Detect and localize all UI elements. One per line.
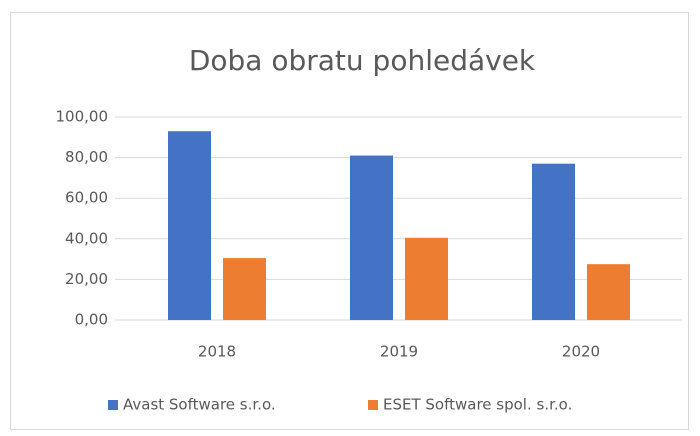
chart-frame	[10, 12, 689, 430]
bar	[532, 163, 575, 320]
y-tick-label: 80,00	[65, 148, 108, 166]
chart-title: Doba obratu pohledávek	[189, 44, 536, 77]
bar	[405, 237, 448, 320]
bar	[223, 258, 266, 320]
x-tick-label: 2018	[198, 343, 236, 361]
bar	[168, 131, 211, 320]
bar	[350, 155, 393, 320]
y-tick-label: 0,00	[75, 311, 108, 329]
y-tick-label: 60,00	[65, 189, 108, 207]
y-tick-label: 100,00	[56, 108, 109, 126]
legend-swatch	[108, 400, 118, 410]
legend-label: Avast Software s.r.o.	[123, 396, 276, 414]
legend-swatch	[368, 400, 378, 410]
y-tick-label: 40,00	[65, 229, 108, 247]
bar	[587, 264, 630, 320]
x-tick-label: 2020	[562, 343, 600, 361]
x-tick-label: 2019	[380, 343, 418, 361]
y-tick-label: 20,00	[65, 270, 108, 288]
legend-label: ESET Software spol. s.r.o.	[383, 396, 572, 414]
